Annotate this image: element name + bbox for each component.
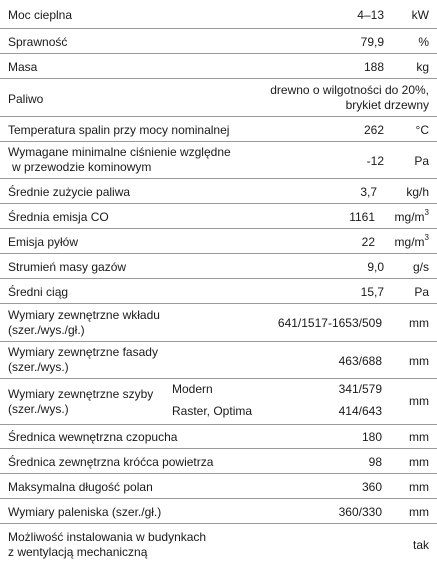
row-value: -12 bbox=[366, 154, 384, 168]
glass-variant-label: Modern bbox=[172, 382, 213, 396]
row-value: 9,0 bbox=[367, 260, 384, 274]
table-row: Możliwość instalowania w budynkach z wen… bbox=[0, 524, 437, 567]
row-unit: mg/m3 bbox=[394, 233, 429, 250]
row-unit: mm bbox=[409, 354, 429, 368]
row-unit: mg/m3 bbox=[394, 208, 429, 225]
glass-variant-value: 341/579 bbox=[338, 382, 382, 396]
row-unit: mm bbox=[409, 480, 429, 494]
unit-base: mg/m bbox=[394, 210, 425, 224]
row-label: Strumień masy gazów bbox=[8, 260, 127, 274]
row-value: 360 bbox=[361, 480, 382, 494]
row-value: 180 bbox=[361, 430, 382, 444]
row-unit: mm bbox=[409, 316, 429, 330]
row-unit: mm bbox=[409, 430, 429, 444]
row-label-line: Możliwość instalowania w budynkach bbox=[8, 530, 207, 544]
row-label-line: (szer./wys.) bbox=[8, 402, 69, 416]
table-row: Strumień masy gazów 9,0 g/s bbox=[0, 254, 437, 279]
row-value: 4–13 bbox=[357, 8, 384, 22]
row-value: 79,9 bbox=[360, 35, 384, 49]
table-row: Wymiary zewnętrzne fasady (szer./wys.) 4… bbox=[0, 342, 437, 379]
row-unit: mm bbox=[409, 455, 429, 469]
row-label: Średnica zewnętrzna króćca powietrza bbox=[8, 455, 214, 469]
table-row: Średni ciąg 15,7 Pa bbox=[0, 279, 437, 304]
row-value: 262 bbox=[363, 123, 384, 137]
row-label: Moc cieplna bbox=[8, 8, 73, 22]
row-label-line: Wymiary zewnętrzne fasady bbox=[8, 345, 158, 359]
row-label: Masa bbox=[8, 60, 38, 74]
row-value: tak bbox=[412, 538, 429, 552]
table-row: Średnia emisja CO 1161 mg/m3 bbox=[0, 204, 437, 229]
row-unit: Pa bbox=[414, 154, 429, 168]
row-value: 15,7 bbox=[360, 285, 384, 299]
table-row: Masa 188 kg bbox=[0, 54, 437, 79]
table-row: Sprawność 79,9 % bbox=[0, 29, 437, 54]
row-unit: Pa bbox=[414, 285, 429, 299]
table-row: Średnica zewnętrzna króćca powietrza 98 … bbox=[0, 449, 437, 474]
row-label: Średnie zużycie paliwa bbox=[8, 185, 131, 199]
row-label: Średnia emisja CO bbox=[8, 210, 109, 224]
table-row: Wymiary zewnętrzne szyby (szer./wys.) Mo… bbox=[0, 379, 437, 425]
row-label: Średni ciąg bbox=[8, 285, 69, 299]
unit-superscript: 3 bbox=[424, 233, 429, 242]
table-row: Wymiary paleniska (szer./gł.) 360/330 mm bbox=[0, 499, 437, 524]
row-label-line: w przewodzie kominowym bbox=[12, 160, 152, 174]
table-row: Wymagane minimalne ciśnienie względne w … bbox=[0, 142, 437, 179]
table-row: Wymiary zewnętrzne wkładu (szer./wys./gł… bbox=[0, 304, 437, 342]
row-unit: mm bbox=[409, 394, 429, 408]
row-value: 1161 bbox=[349, 210, 375, 224]
row-value: 360/330 bbox=[338, 505, 382, 519]
row-value: 98 bbox=[368, 455, 382, 469]
row-label: Emisja pyłów bbox=[8, 235, 79, 249]
row-unit: kg bbox=[416, 60, 429, 74]
row-label-line: Wymiary zewnętrzne szyby bbox=[8, 387, 154, 401]
table-row: Średnie zużycie paliwa 3,7 kg/h bbox=[0, 179, 437, 204]
row-label: Maksymalna długość polan bbox=[8, 480, 153, 494]
glass-variant-value: 414/643 bbox=[338, 404, 382, 418]
table-row: Maksymalna długość polan 360 mm bbox=[0, 474, 437, 499]
table-row: Moc cieplna 4–13 kW bbox=[0, 0, 437, 29]
row-label-line: Wymagane minimalne ciśnienie względne bbox=[8, 145, 231, 159]
row-label-line: (szer./wys./gł.) bbox=[8, 323, 85, 337]
row-unit: mm bbox=[409, 505, 429, 519]
row-label: Średnica wewnętrzna czopucha bbox=[8, 430, 178, 444]
row-value: 22 bbox=[361, 235, 375, 249]
row-value-line: drewno o wilgotności do 20%, bbox=[270, 83, 429, 97]
table-row: Paliwo drewno o wilgotności do 20%, bryk… bbox=[0, 79, 437, 117]
row-value: 188 bbox=[363, 60, 384, 74]
unit-base: mg/m bbox=[394, 235, 425, 249]
table-row: Emisja pyłów 22 mg/m3 bbox=[0, 229, 437, 254]
row-label-line: (szer./wys.) bbox=[8, 360, 69, 374]
row-value: 463/688 bbox=[338, 354, 382, 368]
row-unit: g/s bbox=[412, 260, 429, 274]
glass-variant-label: Raster, Optima bbox=[172, 404, 253, 418]
unit-superscript: 3 bbox=[424, 208, 429, 217]
row-label-line: Wymiary zewnętrzne wkładu bbox=[8, 308, 160, 322]
row-unit: kW bbox=[411, 8, 429, 22]
row-unit: °C bbox=[415, 123, 429, 137]
row-label: Temperatura spalin przy mocy nominalnej bbox=[8, 123, 230, 137]
row-unit: kg/h bbox=[406, 185, 429, 199]
table-row: Temperatura spalin przy mocy nominalnej … bbox=[0, 117, 437, 142]
row-value: 3,7 bbox=[360, 185, 377, 199]
table-row: Średnica wewnętrzna czopucha 180 mm bbox=[0, 425, 437, 449]
row-label: Wymiary paleniska (szer./gł.) bbox=[8, 505, 162, 519]
row-value: 641/1517-1653/509 bbox=[277, 316, 382, 330]
row-value-line: brykiet drzewny bbox=[345, 98, 429, 112]
row-unit: % bbox=[418, 35, 429, 49]
row-label: Sprawność bbox=[8, 35, 68, 49]
row-label: Paliwo bbox=[8, 92, 44, 106]
